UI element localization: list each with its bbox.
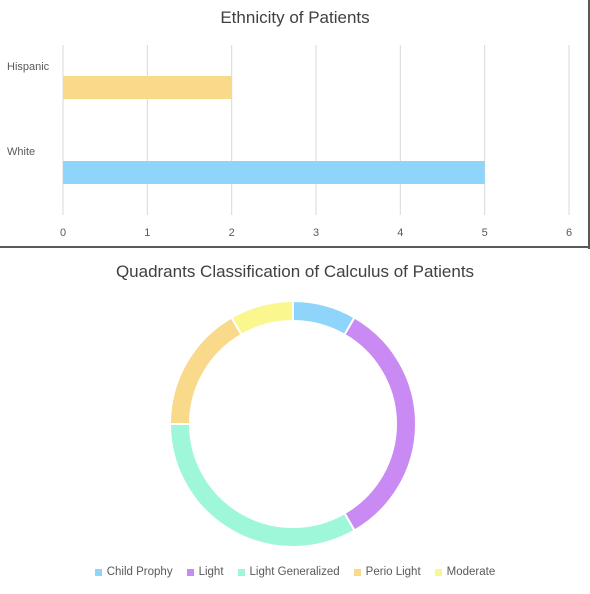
donut-slice [292, 299, 356, 337]
legend-swatch [94, 568, 102, 576]
x-tick-label: 3 [313, 227, 319, 239]
panel-divider [0, 246, 590, 248]
donut-slice [230, 299, 294, 337]
legend-label: Child Prophy [106, 566, 173, 578]
calculus-chart-title: Quadrants Classification of Calculus of … [115, 262, 475, 281]
legend-item: Light Generalized [237, 566, 340, 578]
x-tick-label: 1 [144, 227, 150, 239]
legend-label: Light [198, 566, 224, 578]
y-category-label: Hispanic [7, 61, 50, 73]
panel-border [588, 0, 590, 249]
legend-swatch [237, 568, 245, 576]
donut-slice [168, 423, 356, 548]
legend-swatch [186, 568, 194, 576]
legend-swatch [434, 568, 442, 576]
x-tick-label: 2 [229, 227, 235, 239]
legend-item: Moderate [434, 566, 496, 578]
y-category-label: White [7, 146, 35, 158]
donut-slice [343, 316, 417, 532]
x-tick-label: 4 [397, 227, 403, 239]
legend-item: Light [186, 566, 224, 578]
legend-item: Child Prophy [94, 566, 173, 578]
donut-slice [168, 316, 243, 425]
legend-label: Perio Light [365, 566, 421, 578]
x-tick-label: 6 [566, 227, 572, 239]
ethnicity-chart-title: Ethnicity of Patients [220, 8, 370, 27]
legend-label: Moderate [446, 566, 496, 578]
legend-item: Perio Light [353, 566, 421, 578]
x-tick-label: 0 [60, 227, 66, 239]
bar [63, 76, 232, 99]
ethnicity-bar-chart: 0 1 2 3 4 5 6 Hispanic White [7, 45, 572, 239]
calculus-legend: Child Prophy Light Light Generalized Perio … [0, 566, 590, 578]
x-tick-label: 5 [482, 227, 488, 239]
legend-swatch [353, 568, 361, 576]
bar [63, 161, 485, 184]
legend-label: Light Generalized [249, 566, 340, 578]
